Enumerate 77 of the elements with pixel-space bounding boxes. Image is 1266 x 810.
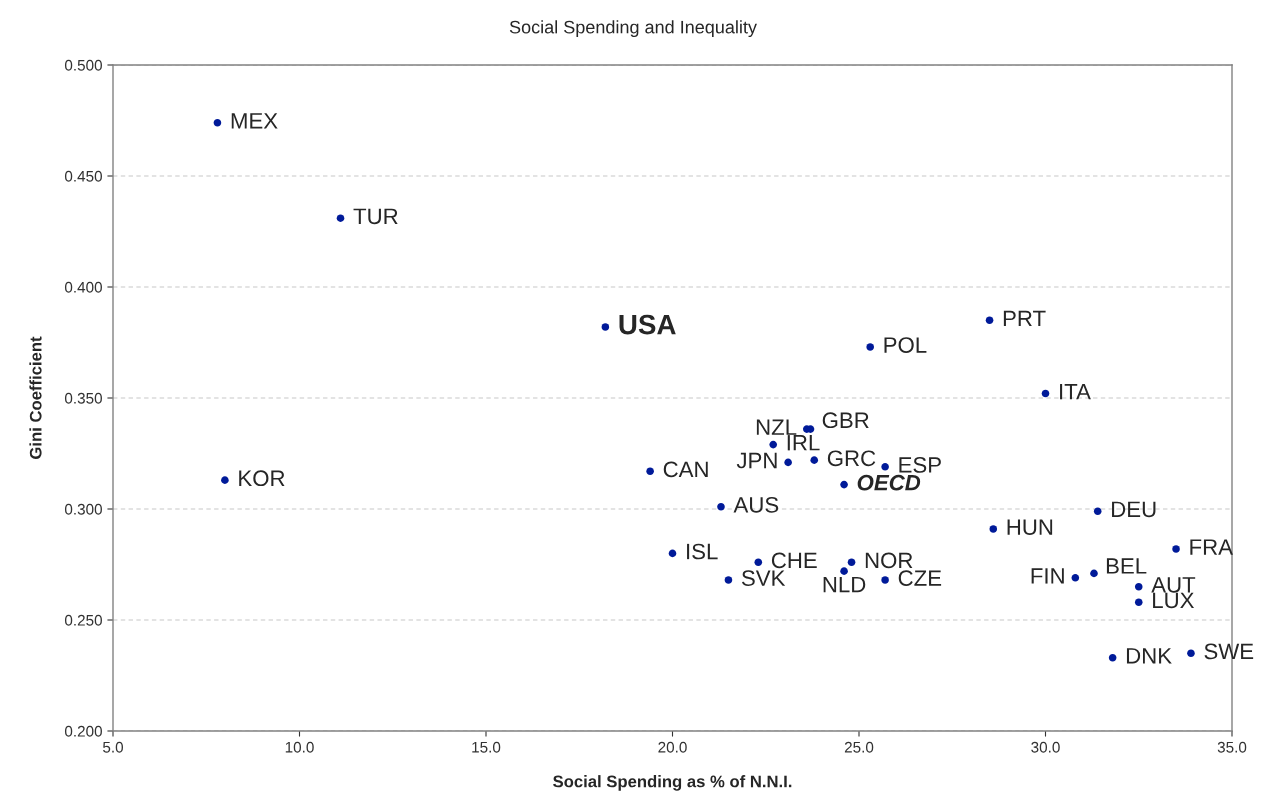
x-tick-label: 35.0 — [1217, 741, 1247, 753]
y-tick-label: 0.400 — [64, 281, 102, 293]
point — [866, 343, 874, 351]
point — [1041, 389, 1050, 398]
annotation: DNK — [1126, 648, 1172, 664]
point — [881, 463, 889, 471]
annotation: BEL — [1106, 558, 1147, 574]
point — [1093, 507, 1102, 516]
chart-title: Social Spending and Inequality — [509, 20, 757, 38]
point — [1071, 574, 1080, 582]
x-tick-label: 15.0 — [472, 741, 501, 753]
annotation: ISL — [687, 543, 718, 560]
point — [881, 576, 889, 584]
point — [1108, 653, 1117, 662]
point — [840, 480, 848, 489]
point — [1134, 598, 1143, 607]
annotation: ESP — [899, 457, 941, 473]
point — [840, 567, 848, 575]
point — [754, 558, 763, 567]
annotation: NOR — [865, 552, 913, 569]
annotation: OECD — [857, 474, 921, 491]
point — [601, 323, 610, 331]
x-tick-label: 10.0 — [285, 741, 314, 753]
x-tick-label: 5.0 — [102, 741, 124, 753]
y-tick-label: 0.350 — [64, 392, 102, 404]
annotation: GBR — [822, 412, 869, 429]
annotation: GRC — [827, 450, 876, 467]
x-tick-label: 25.0 — [844, 741, 874, 753]
point — [769, 440, 778, 449]
annotation: POL — [884, 337, 927, 353]
annotation: FIN — [1031, 568, 1064, 584]
annotation: AUS — [733, 497, 779, 513]
x-tick-label: 30.0 — [1031, 741, 1060, 753]
annotation: ITA — [1060, 384, 1091, 400]
point — [668, 549, 677, 558]
annotation: KOR — [239, 470, 285, 487]
point — [1172, 545, 1180, 553]
annotation: PRT — [1003, 310, 1046, 327]
annotation: DEU — [1112, 501, 1156, 518]
point — [646, 467, 654, 476]
annotation: LUX — [1153, 592, 1195, 609]
annotation: JPN — [736, 452, 777, 469]
point — [724, 576, 733, 584]
point — [1134, 582, 1143, 591]
y-axis-title: Gini Coefficient — [29, 336, 42, 459]
point — [221, 476, 229, 484]
annotation: AUT — [1151, 577, 1196, 593]
annotation: CAN — [663, 461, 708, 478]
point — [985, 316, 994, 325]
annotation: TUR — [353, 208, 398, 225]
annotation: IRL — [787, 435, 820, 451]
point — [847, 558, 856, 567]
annotation: SWE — [1204, 643, 1254, 660]
y-tick-label: 0.300 — [64, 503, 102, 515]
annotation: NLD — [823, 576, 866, 593]
point — [784, 458, 792, 467]
y-tick-label: 0.200 — [64, 725, 102, 737]
point — [336, 214, 345, 222]
point — [717, 502, 725, 511]
x-axis-title: Social Spending as % of N.N.I. — [553, 775, 792, 791]
annotation: MEX — [231, 113, 278, 129]
y-tick-label: 0.450 — [64, 170, 102, 182]
annotation: NZL — [756, 419, 797, 435]
point — [1187, 649, 1195, 658]
annotation: SVK — [741, 570, 786, 587]
annotation: USA — [619, 314, 676, 335]
annotation: FRA — [1190, 539, 1233, 555]
point — [810, 456, 819, 464]
annotation: HUN — [1007, 519, 1053, 535]
point — [1090, 569, 1098, 578]
point — [213, 118, 222, 127]
annotation: CZE — [898, 570, 942, 587]
point — [989, 525, 998, 533]
x-tick-label: 20.0 — [658, 741, 687, 753]
y-tick-label: 0.250 — [64, 614, 102, 626]
y-tick-label: 0.500 — [64, 59, 102, 71]
annotation: CHE — [771, 552, 817, 569]
